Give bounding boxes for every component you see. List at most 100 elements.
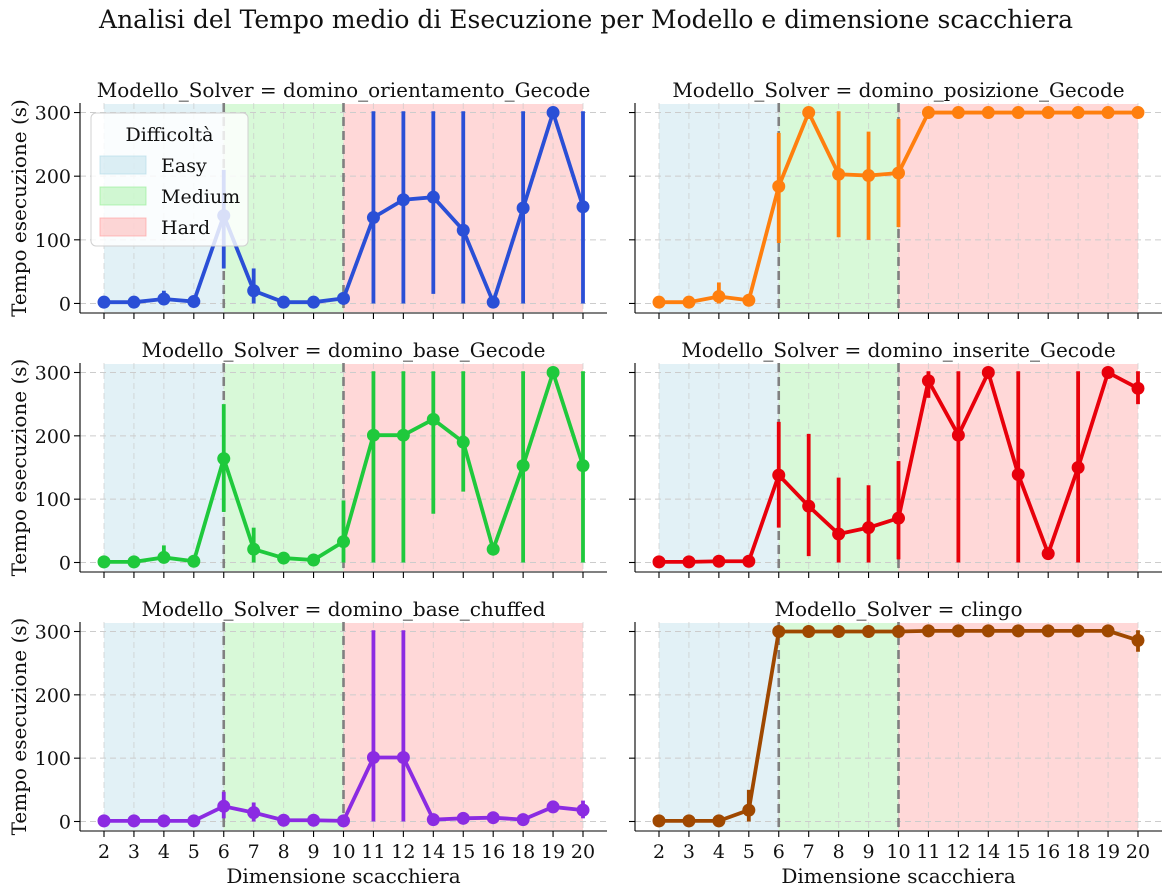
data-point	[277, 551, 291, 565]
x-tick-label: 11	[361, 841, 385, 863]
data-point	[576, 459, 590, 473]
x-tick-label: 12	[946, 841, 970, 863]
data-point	[337, 291, 350, 305]
data-point	[1131, 633, 1145, 647]
data-point	[307, 295, 321, 309]
data-point	[1011, 106, 1025, 120]
data-point	[127, 295, 141, 309]
data-point	[486, 542, 500, 556]
data-point	[862, 625, 876, 638]
panel-6: 2 3 4 5 6 7 8 9 10 11 12 14 15 16 18 19 20 Modello_Solver…	[629, 597, 1162, 888]
x-tick-label: 2	[653, 841, 665, 863]
data-point	[546, 106, 560, 120]
x-tick-label: 3	[128, 841, 140, 863]
x-tick-label: 10	[886, 841, 910, 863]
x-tick-label: 18	[511, 841, 535, 863]
y-tick-label: 300	[35, 622, 71, 644]
data-point	[1071, 106, 1085, 120]
data-point	[426, 412, 440, 426]
data-point	[742, 554, 756, 568]
x-tick-label: 10	[331, 841, 355, 863]
data-point	[396, 428, 410, 442]
data-point	[516, 813, 530, 827]
data-point	[862, 521, 876, 535]
data-point	[921, 374, 935, 388]
data-point	[652, 555, 666, 569]
data-point	[576, 200, 590, 214]
data-point	[516, 459, 530, 473]
data-point	[576, 803, 590, 817]
data-point	[981, 106, 995, 120]
y-tick-label: 0	[59, 812, 71, 834]
x-tick-label: 5	[188, 841, 200, 863]
x-tick-label: 4	[158, 841, 170, 863]
data-point	[1071, 624, 1085, 638]
y-tick-label: 100	[35, 748, 71, 770]
legend-swatch-easy	[99, 155, 147, 175]
data-point	[1101, 366, 1115, 379]
data-point	[712, 814, 726, 828]
data-point	[337, 814, 350, 828]
x-tick-label: 9	[863, 841, 875, 863]
data-point	[951, 624, 965, 638]
data-point	[277, 813, 291, 827]
data-point	[1101, 106, 1115, 120]
data-point	[97, 814, 111, 828]
y-tick-label: 200	[35, 166, 71, 188]
x-tick-label: 5	[743, 841, 755, 863]
panel-title: Modello_Solver = clingo	[774, 597, 1022, 621]
data-point	[712, 289, 726, 303]
data-point	[307, 813, 321, 827]
data-point	[277, 295, 291, 309]
x-tick-label: 4	[713, 841, 725, 863]
y-tick-label: 200	[35, 426, 71, 448]
data-point	[127, 814, 141, 828]
x-tick-label: 19	[541, 841, 565, 863]
panel-title: Modello_Solver = domino_posizione_Gecode	[672, 78, 1124, 102]
x-tick-label: 7	[803, 841, 815, 863]
y-axis-label: Tempo esecuzione (s)	[7, 618, 31, 836]
x-tick-label: 2	[98, 841, 110, 863]
data-point	[247, 806, 261, 820]
data-point	[772, 625, 786, 638]
x-tick-label: 3	[683, 841, 695, 863]
x-tick-label: 6	[218, 841, 230, 863]
data-point	[396, 193, 410, 207]
legend-swatch-hard	[99, 217, 147, 237]
x-axis-label: Dimensione scacchiera	[781, 864, 1015, 888]
panel-title: Modello_Solver = domino_orientamento_Gec…	[97, 78, 591, 102]
x-tick-label: 14	[976, 841, 1000, 863]
y-axis-label: Tempo esecuzione (s)	[7, 99, 31, 317]
x-tick-label: 20	[571, 841, 595, 863]
data-point	[516, 201, 530, 215]
legend-box	[90, 112, 249, 247]
y-tick-label: 100	[35, 489, 71, 511]
data-point	[772, 179, 786, 193]
x-tick-label: 8	[278, 841, 290, 863]
legend-label-hard: Hard	[161, 217, 210, 239]
y-tick-label: 0	[59, 553, 71, 575]
y-tick-label: 300	[35, 363, 71, 385]
data-point	[217, 799, 231, 813]
data-point	[772, 468, 786, 482]
data-point	[652, 814, 666, 828]
panel-title: Modello_Solver = domino_base_chuffed	[141, 597, 545, 621]
legend-title: Difficoltà	[125, 124, 213, 146]
y-tick-label: 0	[59, 293, 71, 315]
x-tick-label: 16	[1036, 841, 1060, 863]
data-point	[366, 211, 380, 225]
panel-3: 0 100 200 300 Modello_Solver = domino_base_G…	[7, 338, 607, 578]
chart-suptitle: Analisi del Tempo medio di Esecuzione pe…	[98, 5, 1073, 34]
data-point	[802, 106, 816, 120]
data-point	[157, 550, 171, 564]
x-tick-label: 6	[773, 841, 785, 863]
x-tick-label: 15	[451, 841, 475, 863]
data-point	[1131, 381, 1145, 395]
data-point	[187, 814, 201, 828]
data-point	[981, 624, 995, 638]
x-tick-label: 18	[1066, 841, 1090, 863]
data-point	[682, 814, 696, 828]
data-point	[546, 366, 560, 379]
